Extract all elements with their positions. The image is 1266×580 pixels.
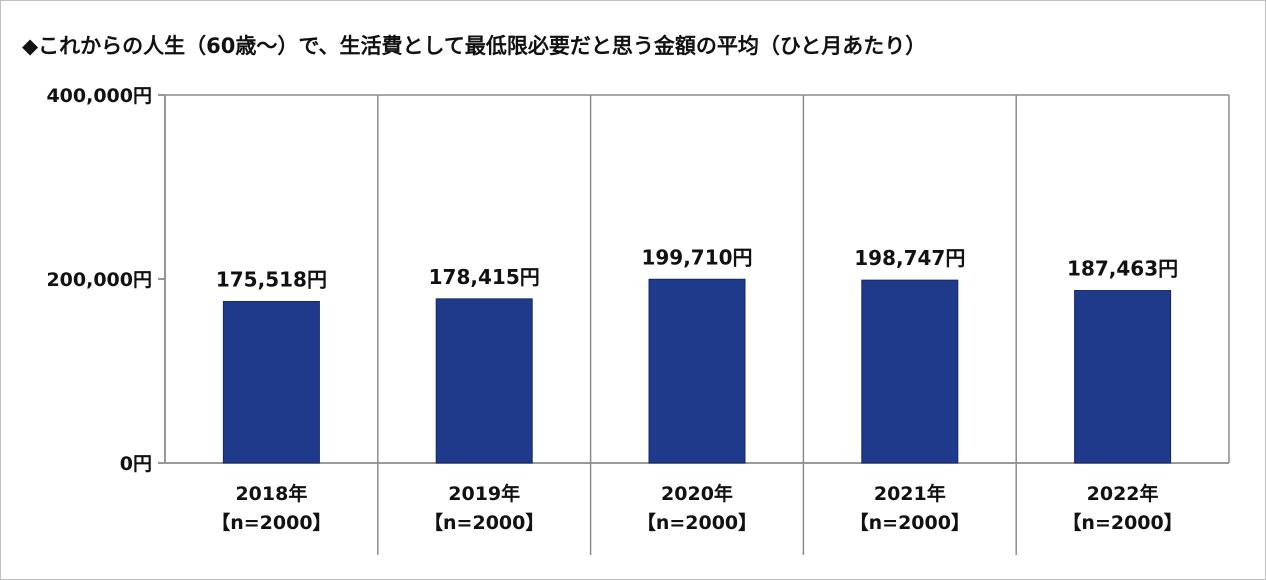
data-label: 178,415円 <box>429 265 540 289</box>
bar <box>1074 290 1172 464</box>
x-category-label: 2018年 <box>235 482 307 505</box>
bar <box>435 298 533 464</box>
x-category-sublabel: 【n=2000】 <box>850 511 970 534</box>
x-category-sublabel: 【n=2000】 <box>637 511 757 534</box>
y-tick-label: 400,000円 <box>46 85 152 107</box>
bar <box>861 279 959 464</box>
x-category-label: 2021年 <box>874 482 946 505</box>
x-category-sublabel: 【n=2000】 <box>1062 511 1182 534</box>
x-category-sublabel: 【n=2000】 <box>424 511 544 534</box>
y-tick-label: 200,000円 <box>46 269 152 291</box>
data-label: 199,710円 <box>641 245 752 269</box>
x-category-label: 2019年 <box>448 482 520 505</box>
y-tick-label: 0円 <box>120 453 152 475</box>
data-label: 198,747円 <box>854 246 965 270</box>
x-category-label: 2020年 <box>661 482 733 505</box>
bar <box>648 278 746 464</box>
data-label: 187,463円 <box>1067 257 1178 281</box>
chart-title: ◆これからの人生（60歳〜）で、生活費として最低限必要だと思う金額の平均（ひと月… <box>22 34 927 58</box>
bar <box>222 301 320 464</box>
data-label: 175,518円 <box>216 268 327 292</box>
x-category-sublabel: 【n=2000】 <box>211 511 331 534</box>
x-category-label: 2022年 <box>1087 482 1159 505</box>
